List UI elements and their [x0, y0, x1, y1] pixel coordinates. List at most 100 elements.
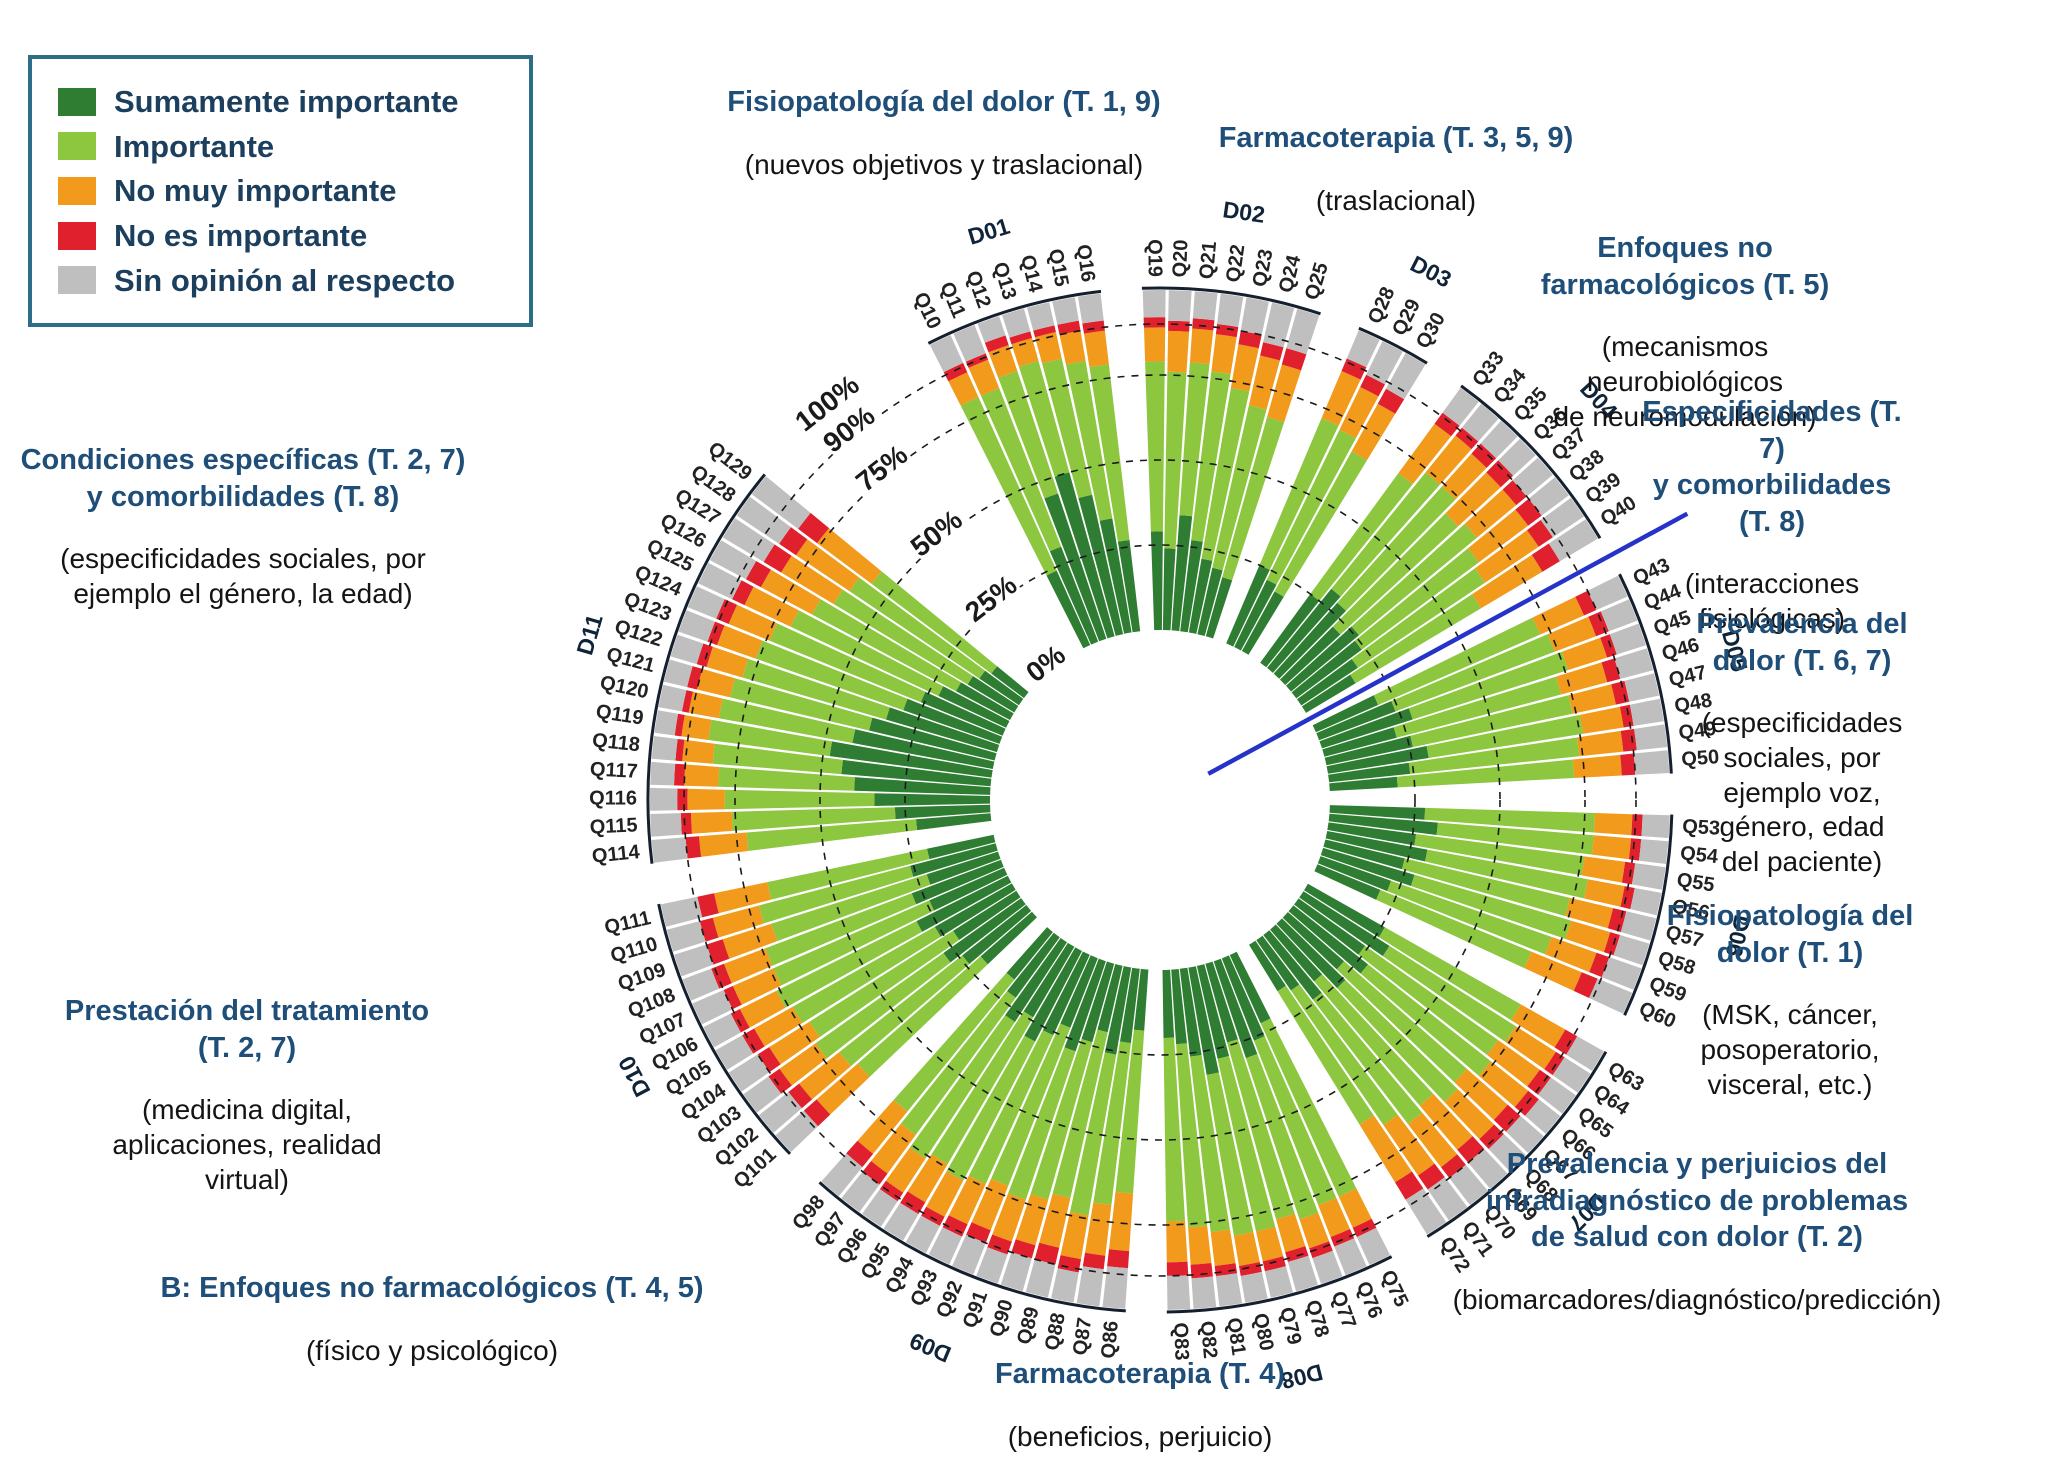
bar-segment: [1525, 1099, 1561, 1134]
bar-segment: [1418, 1163, 1445, 1190]
bar-segment: [792, 926, 941, 1024]
bar-segment: [1393, 676, 1562, 738]
bar-segment: [1060, 955, 1098, 1028]
bar-segment: [1144, 327, 1166, 362]
bar-segment: [1000, 1252, 1032, 1292]
annotation-title: Farmacoterapia (T. 3, 5, 9): [1218, 122, 1574, 154]
question-label: Q82: [1196, 1320, 1221, 1360]
bar-segment: [928, 1227, 962, 1265]
annotation-subtitle: (nuevos objetivos y traslacional): [744, 148, 1144, 180]
bar-segment: [1548, 519, 1598, 562]
grid-ring: [734, 374, 1586, 1226]
bar-segment: [670, 634, 704, 665]
bar-segment: [1387, 880, 1552, 955]
bar-segment: [1538, 1077, 1576, 1114]
legend-swatch-sumamente-importante: [58, 87, 96, 116]
bar-segment: [1468, 509, 1529, 563]
bar-segment: [1408, 651, 1569, 720]
bar-segment: [1115, 1029, 1145, 1194]
bar-segment: [1215, 1273, 1243, 1307]
bar-segment: [1312, 1250, 1343, 1284]
question-label: Q54: [1679, 842, 1720, 868]
bar-segment: [769, 623, 926, 703]
bar-segment: [1594, 813, 1633, 836]
bar-segment: [1468, 1148, 1508, 1189]
bar-segment: [984, 335, 1009, 353]
bar-segment: [754, 1006, 803, 1047]
bar-segment: [1319, 708, 1413, 749]
bar-segment: [905, 1215, 940, 1254]
bar-segment: [1006, 927, 1053, 980]
bar-segment: [724, 948, 773, 984]
bar-segment: [1291, 640, 1362, 699]
bar-segment: [1326, 746, 1429, 774]
bar-segment: [931, 1011, 1034, 1165]
domain-outer-arc: [1166, 1255, 1393, 1314]
bar-segment: [1641, 814, 1670, 839]
bar-segment: [1339, 387, 1379, 439]
bar-segment: [1461, 403, 1499, 442]
bar-segment: [743, 1076, 782, 1113]
bar-segment: [1189, 328, 1214, 365]
annotation-subtitle: (especificidades sociales, por ejemplo e…: [60, 543, 426, 609]
domain-outer-arc: [1358, 326, 1428, 365]
domain-label: D01: [965, 213, 1013, 250]
bar-segment: [1260, 1018, 1357, 1197]
bar-segment: [1527, 1069, 1551, 1095]
bar-segment: [1201, 387, 1250, 561]
bar-segment: [1325, 831, 1428, 862]
bar-segment: [1215, 324, 1239, 338]
annotation-title: Especificidades (T. 7) y comorbilidades …: [1642, 396, 1902, 538]
domain-label: D03: [1406, 250, 1455, 292]
bar-segment: [1227, 1039, 1295, 1220]
annotation-subtitle: (traslacional): [1315, 184, 1477, 216]
bar-segment: [1117, 540, 1141, 633]
bar-segment: [709, 540, 757, 580]
bar-segment: [1212, 405, 1267, 571]
legend: Sumamente importante Importante No muy i…: [28, 55, 533, 328]
bar-segment: [1565, 920, 1611, 953]
question-label: Q25: [1301, 260, 1333, 303]
bar-segment: [903, 698, 1003, 744]
annotation-title: Prestación del tratamiento (T. 2, 7): [64, 995, 430, 1064]
bar-segment: [767, 848, 930, 900]
bar-segment: [1591, 835, 1631, 860]
question-label: Q13: [988, 260, 1020, 303]
bar-segment: [1408, 737, 1580, 774]
legend-item: Sumamente importante: [58, 84, 503, 120]
bar-segment: [1631, 863, 1666, 890]
bar-segment: [1280, 626, 1341, 685]
bar-segment: [1506, 1116, 1544, 1153]
domain-outer-arc: [657, 903, 792, 1155]
bar-segment: [745, 561, 771, 588]
bar-segment: [1256, 935, 1300, 991]
bar-segment: [803, 1099, 831, 1127]
bar-segment: [1449, 1164, 1488, 1205]
bar-segment: [744, 586, 799, 627]
bar-segment: [751, 476, 811, 529]
bar-segment: [739, 990, 786, 1028]
bar-segment: [956, 682, 1014, 720]
bar-segment: [1097, 964, 1123, 1033]
bar-segment: [1191, 1276, 1217, 1309]
bar-segment: [1221, 955, 1265, 1041]
bar-segment: [1613, 935, 1650, 966]
bar-segment: [1267, 588, 1341, 673]
question-label: Q23: [1249, 247, 1278, 288]
bar-segment: [1210, 1229, 1236, 1266]
bar-segment: [885, 1147, 926, 1193]
bar-segment: [927, 834, 996, 860]
bar-segment: [962, 905, 1032, 965]
bar-segment: [699, 832, 749, 857]
bar-segment: [1188, 558, 1213, 634]
bar-segment: [1346, 330, 1380, 368]
bar-segment: [1027, 302, 1055, 331]
domain-outer-arc: [1426, 1050, 1608, 1238]
bar-segment: [1376, 889, 1532, 969]
legend-item: No es importante: [58, 218, 503, 254]
bar-segment: [663, 659, 693, 688]
bar-segment: [1603, 932, 1620, 956]
bar-segment: [920, 691, 1006, 736]
bar-segment: [998, 370, 1058, 499]
bar-segment: [712, 743, 843, 775]
